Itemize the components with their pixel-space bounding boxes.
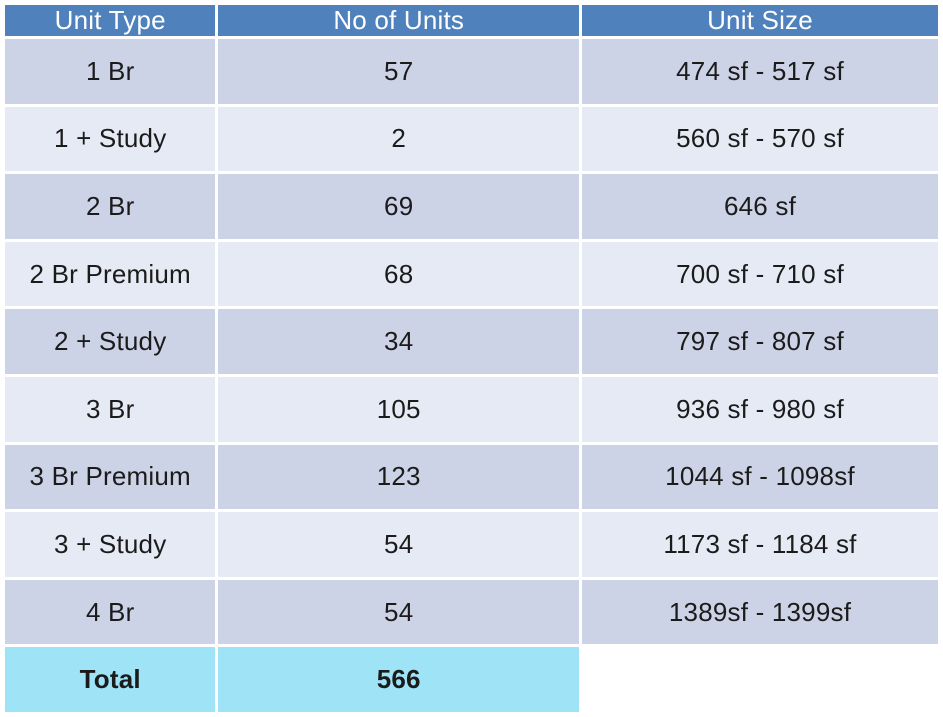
- table-row: 1 Br 57 474 sf - 517 sf: [5, 39, 938, 104]
- cell-no-of-units: 69: [218, 174, 580, 239]
- cell-unit-type: 3 + Study: [5, 512, 216, 577]
- column-header-no-of-units: No of Units: [218, 5, 580, 36]
- cell-no-of-units: 68: [218, 241, 580, 307]
- total-row: Total 566: [5, 647, 938, 712]
- cell-unit-type: 2 + Study: [5, 309, 216, 374]
- cell-no-of-units: 54: [218, 512, 580, 577]
- table-row: 3 + Study 54 1173 sf - 1184 sf: [5, 512, 938, 577]
- cell-unit-size: 474 sf - 517 sf: [582, 39, 938, 104]
- cell-unit-type: 1 Br: [5, 39, 216, 104]
- total-label-cell: Total: [5, 647, 216, 712]
- cell-unit-size: 936 sf - 980 sf: [582, 376, 938, 442]
- table-row: 3 Br 105 936 sf - 980 sf: [5, 376, 938, 442]
- cell-unit-type: 2 Br Premium: [5, 241, 216, 307]
- cell-no-of-units: 2: [218, 106, 580, 172]
- cell-no-of-units: 105: [218, 376, 580, 442]
- cell-no-of-units: 54: [218, 579, 580, 645]
- cell-unit-size: 560 sf - 570 sf: [582, 106, 938, 172]
- cell-unit-size: 1044 sf - 1098sf: [582, 444, 938, 510]
- cell-no-of-units: 57: [218, 39, 580, 104]
- total-value-cell: 566: [218, 647, 580, 712]
- cell-no-of-units: 123: [218, 444, 580, 510]
- cell-unit-type: 2 Br: [5, 174, 216, 239]
- column-header-unit-type: Unit Type: [5, 5, 216, 36]
- cell-no-of-units: 34: [218, 309, 580, 374]
- cell-unit-size: 646 sf: [582, 174, 938, 239]
- header-row: Unit Type No of Units Unit Size: [5, 5, 938, 36]
- column-header-unit-size: Unit Size: [582, 5, 938, 36]
- cell-unit-size: 1389sf - 1399sf: [582, 579, 938, 645]
- table-row: 3 Br Premium 123 1044 sf - 1098sf: [5, 444, 938, 510]
- cell-unit-type: 1 + Study: [5, 106, 216, 172]
- table-row: 1 + Study 2 560 sf - 570 sf: [5, 106, 938, 172]
- cell-unit-size: 797 sf - 807 sf: [582, 309, 938, 374]
- table-row: 4 Br 54 1389sf - 1399sf: [5, 579, 938, 645]
- total-empty-cell: [582, 647, 938, 712]
- table-row: 2 Br Premium 68 700 sf - 710 sf: [5, 241, 938, 307]
- cell-unit-type: 3 Br: [5, 376, 216, 442]
- cell-unit-size: 1173 sf - 1184 sf: [582, 512, 938, 577]
- table-row: 2 Br 69 646 sf: [5, 174, 938, 239]
- cell-unit-type: 4 Br: [5, 579, 216, 645]
- table-row: 2 + Study 34 797 sf - 807 sf: [5, 309, 938, 374]
- cell-unit-type: 3 Br Premium: [5, 444, 216, 510]
- cell-unit-size: 700 sf - 710 sf: [582, 241, 938, 307]
